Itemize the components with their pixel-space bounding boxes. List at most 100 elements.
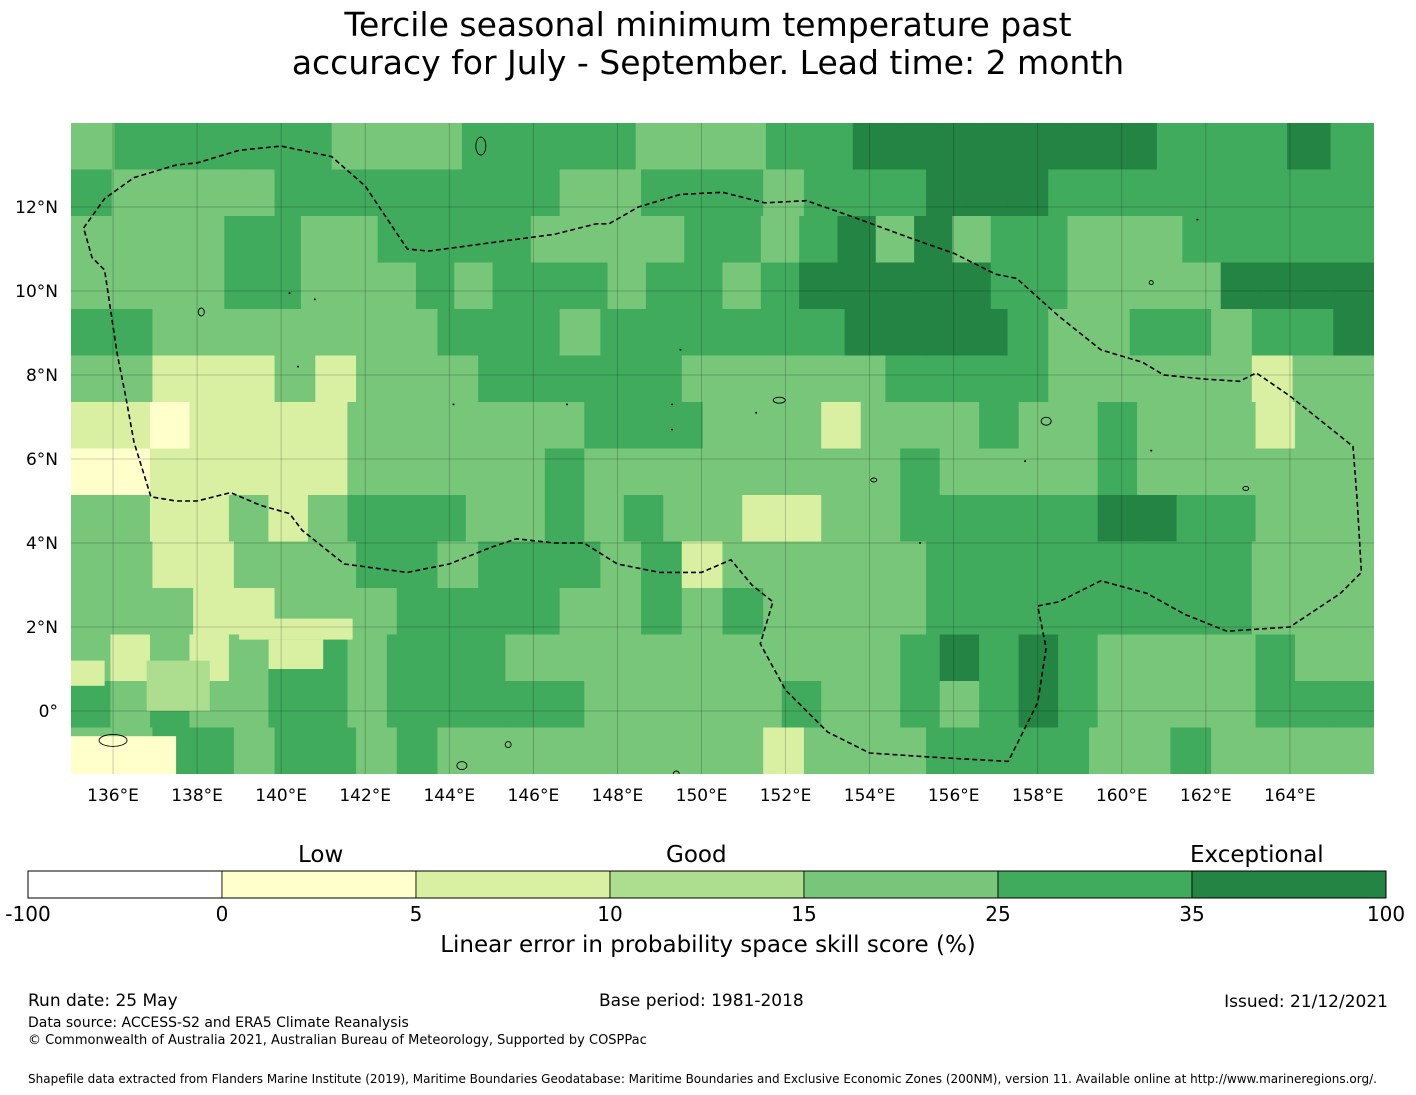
longitude-tick-label: 160°E bbox=[1096, 786, 1148, 806]
skill-cell bbox=[559, 309, 601, 357]
skill-cell bbox=[821, 634, 862, 682]
atoll-dot bbox=[1150, 449, 1153, 452]
run-date: Run date: 25 May bbox=[28, 991, 178, 1011]
skill-cell bbox=[1058, 448, 1099, 496]
skill-cell bbox=[799, 262, 839, 310]
skill-cell bbox=[1129, 309, 1172, 357]
longitude-tick-label: 152°E bbox=[760, 786, 812, 806]
skill-cell bbox=[1251, 355, 1294, 403]
copyright: © Commonwealth of Australia 2021, Austra… bbox=[28, 1033, 647, 1048]
skill-cell bbox=[1335, 216, 1374, 264]
skill-cell bbox=[1088, 355, 1131, 403]
skill-cell bbox=[559, 169, 601, 217]
skill-cell bbox=[1251, 541, 1294, 589]
skill-cell bbox=[544, 495, 585, 543]
skill-cell bbox=[1137, 681, 1178, 729]
skill-cell bbox=[760, 262, 800, 310]
skill-cell bbox=[966, 588, 1009, 636]
island-outline bbox=[197, 307, 205, 317]
skill-cell bbox=[1029, 262, 1069, 310]
skill-cell bbox=[224, 216, 264, 264]
colorbar-tick: 10 bbox=[597, 902, 623, 926]
skill-cell bbox=[979, 448, 1020, 496]
skill-cell bbox=[1097, 448, 1138, 496]
longitude-tick-label: 150°E bbox=[676, 786, 728, 806]
skill-cell bbox=[623, 634, 664, 682]
skill-cell bbox=[1292, 588, 1334, 636]
skill-cell bbox=[663, 402, 704, 450]
skill-cell bbox=[386, 402, 427, 450]
skill-cell bbox=[607, 216, 647, 264]
skill-cell bbox=[478, 588, 520, 636]
skill-cell bbox=[584, 448, 625, 496]
skill-cell bbox=[966, 309, 1009, 357]
skill-cell bbox=[1144, 262, 1183, 310]
skill-cell bbox=[1176, 681, 1217, 729]
skill-cell bbox=[149, 448, 191, 496]
skill-cell bbox=[702, 402, 743, 450]
skill-cell bbox=[478, 727, 520, 774]
skill-cell bbox=[781, 634, 822, 682]
skill-cell bbox=[926, 588, 968, 636]
skill-cell bbox=[781, 402, 822, 450]
skill-cell bbox=[1088, 309, 1131, 357]
skill-cell bbox=[926, 309, 968, 357]
skill-cell bbox=[71, 736, 177, 774]
skill-cell bbox=[307, 681, 348, 729]
skill-cell bbox=[437, 169, 479, 217]
skill-cell bbox=[803, 355, 846, 403]
skill-cell bbox=[760, 216, 800, 264]
skill-cell bbox=[505, 495, 546, 543]
skill-cell bbox=[803, 588, 846, 636]
skill-cell bbox=[347, 402, 388, 450]
skill-cell bbox=[623, 448, 664, 496]
colorbar-category-good: Good bbox=[666, 842, 727, 868]
skill-cell bbox=[1105, 216, 1145, 264]
skill-cell bbox=[1335, 262, 1374, 310]
skill-cell bbox=[149, 495, 191, 543]
skill-cell bbox=[559, 727, 601, 774]
skill-cell bbox=[518, 541, 561, 589]
island-outline bbox=[48, 392, 56, 408]
skill-cell bbox=[1007, 541, 1049, 589]
skill-cell bbox=[1058, 495, 1099, 543]
skill-cell bbox=[663, 495, 704, 543]
colorbar-tick: -100 bbox=[5, 902, 51, 926]
latitude-tick-label: 6°N bbox=[26, 450, 58, 470]
skill-cell bbox=[663, 681, 704, 729]
skill-cell bbox=[71, 495, 112, 543]
skill-cell bbox=[1251, 309, 1294, 357]
skill-cell bbox=[1097, 495, 1138, 543]
skill-cell bbox=[781, 448, 822, 496]
skill-cell bbox=[1295, 681, 1336, 729]
skill-cell bbox=[623, 495, 664, 543]
skill-cell bbox=[347, 448, 388, 496]
skill-cell bbox=[478, 355, 520, 403]
skill-cell bbox=[1097, 634, 1138, 682]
skill-cell bbox=[684, 216, 724, 264]
skill-cell bbox=[193, 588, 235, 636]
atoll-dot bbox=[1024, 460, 1027, 463]
skill-cell bbox=[900, 495, 941, 543]
skill-cell bbox=[426, 681, 467, 729]
colorbar-segment bbox=[221, 870, 417, 899]
skill-cell bbox=[478, 309, 520, 357]
skill-cell bbox=[584, 495, 625, 543]
longitude-tick-label: 136°E bbox=[87, 786, 139, 806]
issued-date: Issued: 21/12/2021 bbox=[1224, 992, 1388, 1012]
longitude-tick-labels: 136°E 138°E 140°E 142°E 144°E 146°E 148°E 150°E… bbox=[87, 786, 1316, 806]
skill-cell bbox=[544, 634, 585, 682]
title-line-2: accuracy for July - September. Lead time… bbox=[291, 43, 1125, 82]
base-period: Base period: 1981-2018 bbox=[599, 991, 804, 1011]
skill-cell bbox=[111, 169, 154, 217]
skill-cell bbox=[1007, 727, 1049, 774]
colorbar-tick: 0 bbox=[215, 902, 229, 926]
skill-cell bbox=[860, 448, 901, 496]
island-outline bbox=[870, 477, 878, 483]
colorbar-segment bbox=[609, 870, 805, 899]
skill-cell bbox=[1216, 681, 1257, 729]
skill-cell bbox=[396, 309, 439, 357]
skill-cell bbox=[1048, 169, 1090, 217]
skill-cell bbox=[742, 495, 783, 543]
skill-cell bbox=[386, 495, 427, 543]
